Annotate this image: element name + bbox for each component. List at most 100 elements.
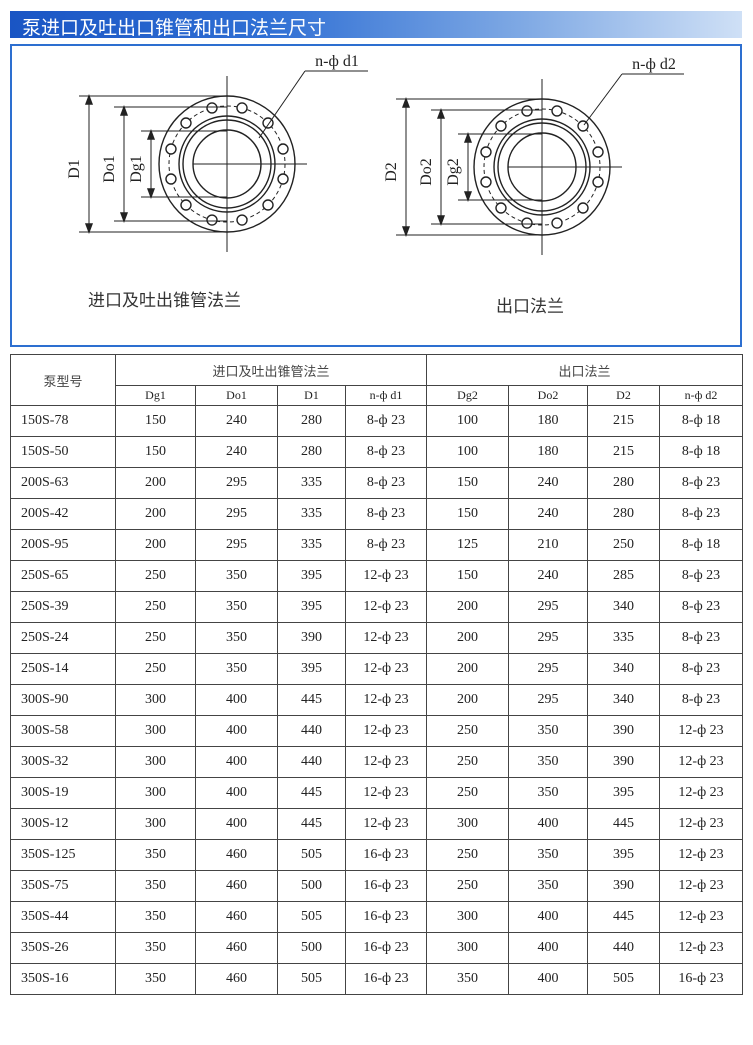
dimension-cell: 295 — [195, 498, 278, 530]
pump-model-cell: 150S-50 — [10, 436, 116, 468]
dimension-cell: 445 — [277, 684, 346, 716]
dimension-cell: 16-ф 23 — [344, 901, 428, 933]
dimension-cell: 300 — [426, 808, 510, 840]
bolt-hole — [236, 102, 248, 114]
bolt-hole — [480, 176, 492, 188]
dimension-cell: 125 — [426, 529, 510, 561]
dimension-cell: 8-ф 23 — [659, 467, 744, 499]
dimension-cell: 215 — [587, 405, 661, 437]
dimension-cell: 280 — [277, 436, 346, 468]
table-row: 300S-32 300 400 440 12-ф 23 250 350 390 12-ф 23 — [10, 746, 744, 778]
model-header: 泵型号 — [10, 354, 116, 406]
dimension-cell: 295 — [508, 684, 589, 716]
dimension-cell: 200 — [115, 529, 196, 561]
table-row: 300S-90 300 400 445 12-ф 23 200 295 340 8-ф 23 — [10, 684, 744, 716]
bolt-hole — [495, 202, 507, 214]
dimension-cell: 8-ф 23 — [344, 405, 428, 437]
left-d-label: D1 — [66, 159, 83, 179]
dimension-cell: 240 — [195, 436, 278, 468]
table-row: 250S-65 250 350 395 12-ф 23 150 240 285 8-ф 23 — [10, 560, 744, 592]
column-header: n-ф d1 — [344, 385, 428, 406]
dimension-cell: 295 — [195, 529, 278, 561]
dimension-cell: 295 — [508, 653, 589, 685]
left-do-label: Do1 — [101, 155, 118, 183]
bolt-hole — [262, 199, 274, 211]
outlet-holes-label: n-ф d2 — [632, 56, 676, 73]
dimension-cell: 12-ф 23 — [344, 653, 428, 685]
dimension-cell: 295 — [508, 622, 589, 654]
dimension-cell: 300 — [115, 808, 196, 840]
dimension-cell: 16-ф 23 — [344, 963, 428, 995]
bolt-hole — [521, 105, 533, 117]
inlet-group-header: 进口及吐出锥管法兰 — [114, 354, 428, 386]
bolt-hole — [480, 146, 492, 158]
bolt-hole — [165, 173, 177, 185]
dimension-cell: 295 — [508, 591, 589, 623]
dimension-cell: 8-ф 23 — [344, 498, 428, 530]
pump-model-cell: 200S-95 — [10, 529, 116, 561]
right-dg-label: Dg2 — [445, 158, 462, 186]
dimension-cell: 16-ф 23 — [344, 839, 428, 871]
column-header: D2 — [587, 385, 661, 406]
dimension-cell: 400 — [195, 808, 278, 840]
left-dg-label: Dg1 — [128, 155, 145, 183]
pump-model-cell: 250S-39 — [10, 591, 116, 623]
dimension-cell: 400 — [508, 808, 589, 840]
dimension-cell: 150 — [426, 498, 510, 530]
arrowheads — [146, 129, 156, 199]
dimension-cell: 250 — [587, 529, 661, 561]
flange-drawings: D1 Do1 Dg1 D2 Do2 Dg2 n-ф d1 n-ф d2 — [66, 53, 684, 255]
dimension-cell: 8-ф 23 — [659, 622, 744, 654]
table-row: 300S-19 300 400 445 12-ф 23 250 350 395 12-ф 23 — [10, 777, 744, 809]
bolt-hole — [551, 105, 563, 117]
outlet-flange-caption: 出口法兰 — [496, 297, 564, 317]
dimension-cell: 395 — [587, 839, 661, 871]
dimension-cell: 460 — [195, 839, 278, 871]
bolt-hole — [277, 143, 289, 155]
flange-diagram-panel: D1 Do1 Dg1 D2 Do2 Dg2 n-ф d1 n-ф d2 进口及吐出锥管法兰 出… — [10, 44, 742, 347]
dimension-cell: 8-ф 18 — [659, 436, 744, 468]
dimension-cell: 240 — [195, 405, 278, 437]
dimension-cell: 390 — [587, 870, 661, 902]
dimension-cell: 8-ф 23 — [344, 467, 428, 499]
dimension-cell: 8-ф 23 — [659, 684, 744, 716]
dimension-cell: 210 — [508, 529, 589, 561]
dimension-cell: 440 — [587, 932, 661, 964]
bolt-hole — [577, 120, 589, 132]
dimension-cell: 350 — [115, 901, 196, 933]
dimension-cell: 445 — [277, 777, 346, 809]
arrowheads — [401, 97, 411, 237]
table-row: 200S-63 200 295 335 8-ф 23 150 240 280 8-ф 23 — [10, 467, 744, 499]
table-row: 200S-95 200 295 335 8-ф 23 125 210 250 8-ф 18 — [10, 529, 744, 561]
dimension-cell: 350 — [195, 622, 278, 654]
dimension-cell: 100 — [426, 436, 510, 468]
dimension-cell: 505 — [277, 901, 346, 933]
bolt-hole — [577, 202, 589, 214]
dimension-cell: 400 — [195, 746, 278, 778]
pump-model-cell: 250S-24 — [10, 622, 116, 654]
dimension-cell: 300 — [115, 746, 196, 778]
table-row: 350S-16 350 460 505 16-ф 23 350 400 505 16-ф 23 — [10, 963, 744, 995]
table-row: 350S-44 350 460 505 16-ф 23 300 400 445 12-ф 23 — [10, 901, 744, 933]
column-header: Dg2 — [426, 385, 510, 406]
table-row: 250S-24 250 350 390 12-ф 23 200 295 335 8-ф 23 — [10, 622, 744, 654]
pump-model-cell: 250S-65 — [10, 560, 116, 592]
dimension-cell: 12-ф 23 — [659, 932, 744, 964]
dimension-cell: 400 — [508, 901, 589, 933]
pump-model-cell: 350S-16 — [10, 963, 116, 995]
pump-model-cell: 350S-26 — [10, 932, 116, 964]
arrowheads — [84, 94, 94, 234]
dimension-cell: 12-ф 23 — [344, 560, 428, 592]
dimension-cell: 460 — [195, 963, 278, 995]
column-header: Dg1 — [115, 385, 196, 406]
dimension-cell: 300 — [115, 777, 196, 809]
bolt-hole — [206, 102, 218, 114]
dimension-cell: 8-ф 23 — [344, 436, 428, 468]
table-row: 300S-12 300 400 445 12-ф 23 300 400 445 12-ф 23 — [10, 808, 744, 840]
dimension-cell: 12-ф 23 — [659, 715, 744, 747]
pump-model-cell: 350S-125 — [10, 839, 116, 871]
dimension-cell: 250 — [426, 839, 510, 871]
flange-dimension-table: 泵型号 进口及吐出锥管法兰 出口法兰 Dg1 Do1 D1 n-ф d1 Dg2 Do2 D… — [10, 354, 744, 995]
pump-model-cell: 200S-42 — [10, 498, 116, 530]
flange-inlet — [79, 76, 307, 252]
